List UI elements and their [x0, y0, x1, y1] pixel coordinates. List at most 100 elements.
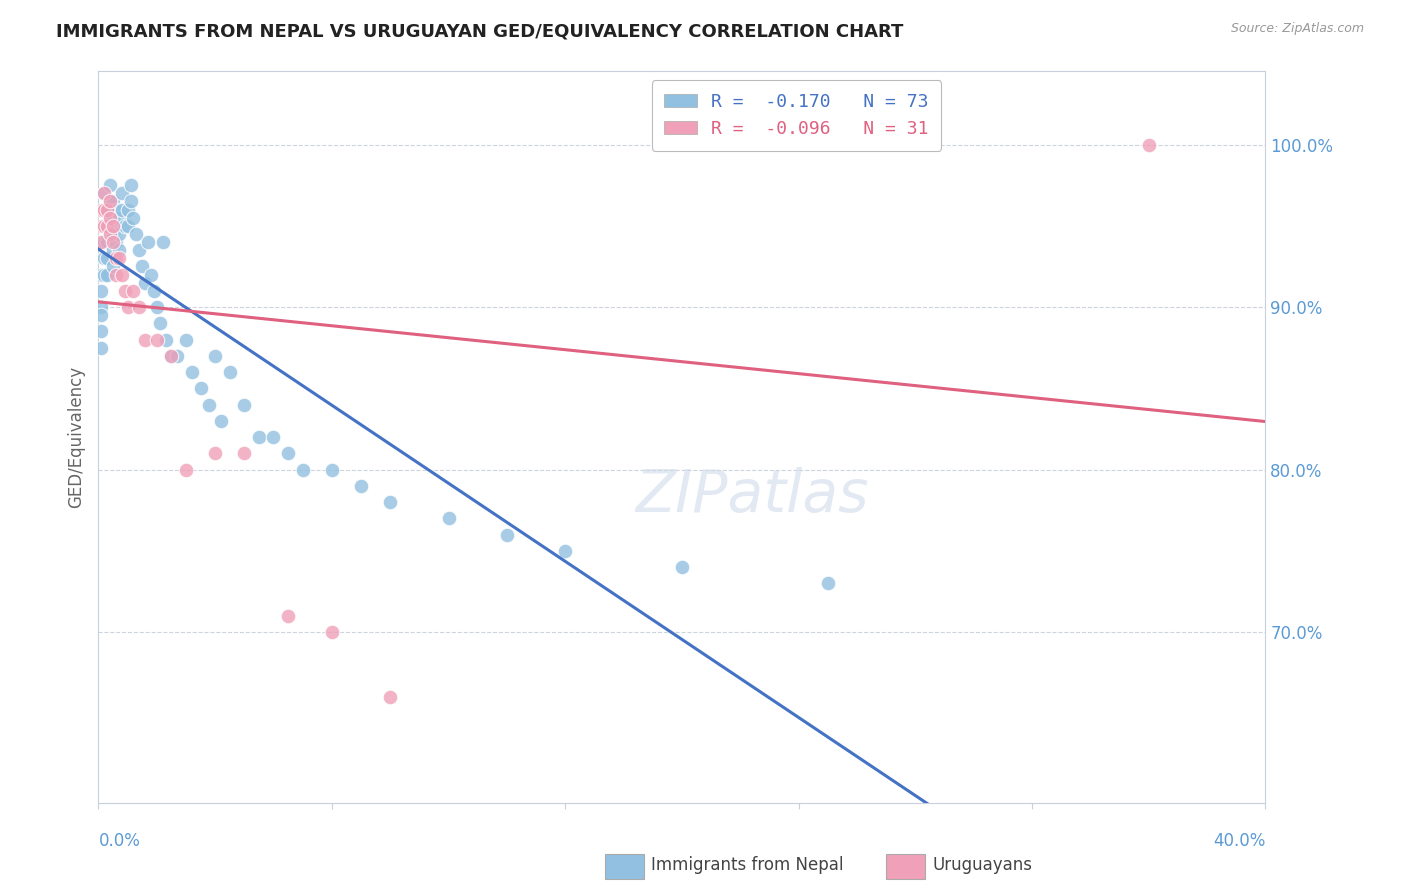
Point: [134, 276, 156, 290]
Point: [378, 495, 402, 509]
Point: [101, 227, 124, 241]
Point: [134, 333, 156, 347]
Point: [247, 430, 270, 444]
Point: [93, 268, 115, 282]
Point: [128, 300, 150, 314]
Point: [104, 235, 127, 249]
Point: [96, 235, 118, 249]
Point: [98, 227, 121, 241]
Point: [117, 300, 139, 314]
Point: [93, 186, 115, 201]
Point: [321, 625, 343, 640]
Point: [101, 235, 124, 249]
Text: Uruguayans: Uruguayans: [932, 856, 1032, 874]
Y-axis label: GED/Equivalency: GED/Equivalency: [67, 366, 86, 508]
Point: [378, 690, 402, 705]
Point: [98, 211, 121, 225]
Point: [817, 576, 839, 591]
Point: [321, 462, 343, 476]
Point: [104, 252, 127, 266]
Point: [218, 365, 240, 379]
Text: ZIPatlas: ZIPatlas: [636, 467, 869, 524]
Point: [101, 194, 124, 209]
Point: [350, 479, 373, 493]
Point: [198, 398, 221, 412]
Point: [96, 219, 118, 233]
Point: [98, 227, 121, 241]
Point: [111, 268, 134, 282]
Point: [152, 235, 174, 249]
Point: [90, 325, 112, 339]
Point: [108, 227, 131, 241]
Point: [180, 365, 202, 379]
Point: [120, 194, 142, 209]
Point: [277, 608, 299, 623]
Text: Immigrants from Nepal: Immigrants from Nepal: [651, 856, 844, 874]
Point: [90, 219, 112, 233]
Point: [204, 446, 226, 460]
Point: [122, 211, 145, 225]
Point: [262, 430, 284, 444]
Point: [554, 544, 576, 558]
Point: [125, 227, 148, 241]
Point: [108, 252, 131, 266]
Text: 40.0%: 40.0%: [1213, 832, 1265, 850]
Point: [142, 284, 165, 298]
Point: [93, 219, 115, 233]
Point: [96, 268, 118, 282]
Legend: R =  -0.170   N = 73, R =  -0.096   N = 31: R = -0.170 N = 73, R = -0.096 N = 31: [651, 80, 941, 151]
Point: [146, 333, 169, 347]
Point: [101, 260, 124, 274]
Point: [96, 202, 118, 217]
Point: [90, 284, 112, 298]
Point: [90, 235, 112, 249]
Point: [233, 398, 256, 412]
Point: [90, 268, 112, 282]
Point: [104, 268, 127, 282]
Point: [93, 252, 115, 266]
Point: [437, 511, 460, 525]
Point: [90, 300, 112, 314]
Point: [90, 308, 112, 322]
Point: [117, 202, 139, 217]
Point: [104, 219, 127, 233]
Point: [204, 349, 226, 363]
Point: [93, 186, 115, 201]
Point: [96, 202, 118, 217]
Point: [93, 219, 115, 233]
Text: Source: ZipAtlas.com: Source: ZipAtlas.com: [1230, 22, 1364, 36]
Point: [277, 446, 299, 460]
Point: [111, 186, 134, 201]
Point: [149, 316, 172, 330]
Point: [117, 219, 139, 233]
Point: [160, 349, 183, 363]
Point: [90, 202, 112, 217]
Point: [160, 349, 183, 363]
Point: [93, 235, 115, 249]
Point: [190, 381, 212, 395]
Point: [136, 235, 159, 249]
Point: [98, 178, 121, 193]
Point: [101, 219, 124, 233]
Point: [1137, 137, 1160, 152]
Point: [120, 178, 142, 193]
Point: [98, 194, 121, 209]
Point: [233, 446, 256, 460]
Point: [131, 260, 153, 274]
Point: [495, 527, 517, 541]
Point: [111, 202, 134, 217]
Text: IMMIGRANTS FROM NEPAL VS URUGUAYAN GED/EQUIVALENCY CORRELATION CHART: IMMIGRANTS FROM NEPAL VS URUGUAYAN GED/E…: [56, 22, 904, 40]
Point: [114, 219, 136, 233]
Point: [128, 243, 150, 257]
Point: [108, 243, 131, 257]
Point: [166, 349, 188, 363]
Point: [209, 414, 232, 428]
Point: [101, 211, 124, 225]
Point: [96, 219, 118, 233]
Point: [174, 462, 197, 476]
Point: [174, 333, 197, 347]
Point: [155, 333, 177, 347]
Point: [93, 202, 115, 217]
Point: [139, 268, 162, 282]
Point: [90, 341, 112, 355]
